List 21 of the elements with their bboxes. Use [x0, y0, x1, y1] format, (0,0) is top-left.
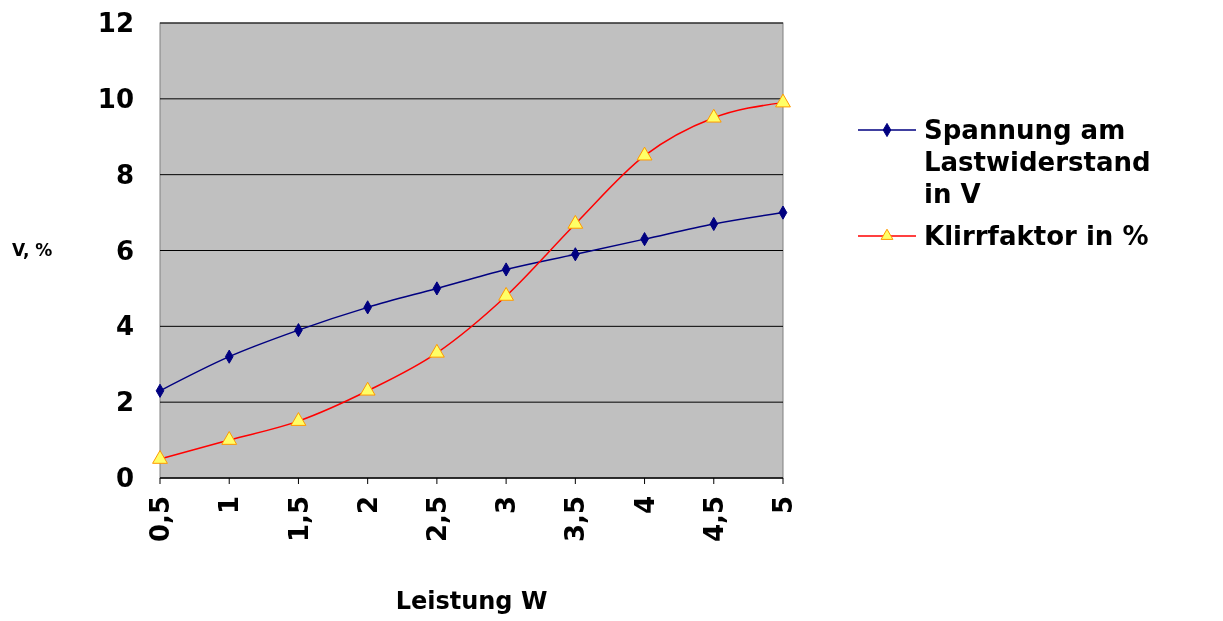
- x-tick-label: 1,5: [283, 496, 314, 543]
- y-tick-label: 8: [115, 159, 134, 190]
- y-axis-title: V, %: [12, 240, 53, 261]
- x-tick-label: 0,5: [145, 496, 176, 543]
- x-axis-title: Leistung W: [395, 587, 548, 615]
- legend-label: Klirrfaktor in %: [924, 221, 1149, 252]
- y-tick-label: 10: [97, 83, 134, 114]
- x-tick-label: 4,5: [698, 496, 729, 543]
- legend-label: Spannung am Lastwiderstand in V: [924, 115, 1151, 210]
- y-tick-label: 4: [115, 311, 134, 342]
- x-tick-label: 5: [768, 496, 799, 515]
- x-tick-label: 3: [491, 496, 522, 515]
- x-tick-label: 2,5: [421, 496, 452, 543]
- y-tick-label: 12: [97, 8, 134, 39]
- x-tick-label: 1: [214, 496, 245, 515]
- x-tick-label: 3,5: [560, 496, 591, 543]
- y-tick-label: 6: [115, 235, 134, 266]
- y-tick-label: 0: [115, 463, 134, 494]
- x-tick-label: 2: [352, 496, 383, 515]
- x-tick-label: 4: [629, 496, 660, 515]
- y-tick-label: 2: [115, 387, 134, 418]
